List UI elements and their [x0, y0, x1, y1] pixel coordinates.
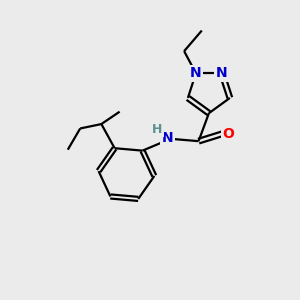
Text: O: O [223, 127, 235, 141]
Text: N: N [161, 131, 173, 145]
Text: N: N [216, 66, 228, 80]
Text: H: H [152, 123, 163, 136]
Text: N: N [190, 66, 202, 80]
